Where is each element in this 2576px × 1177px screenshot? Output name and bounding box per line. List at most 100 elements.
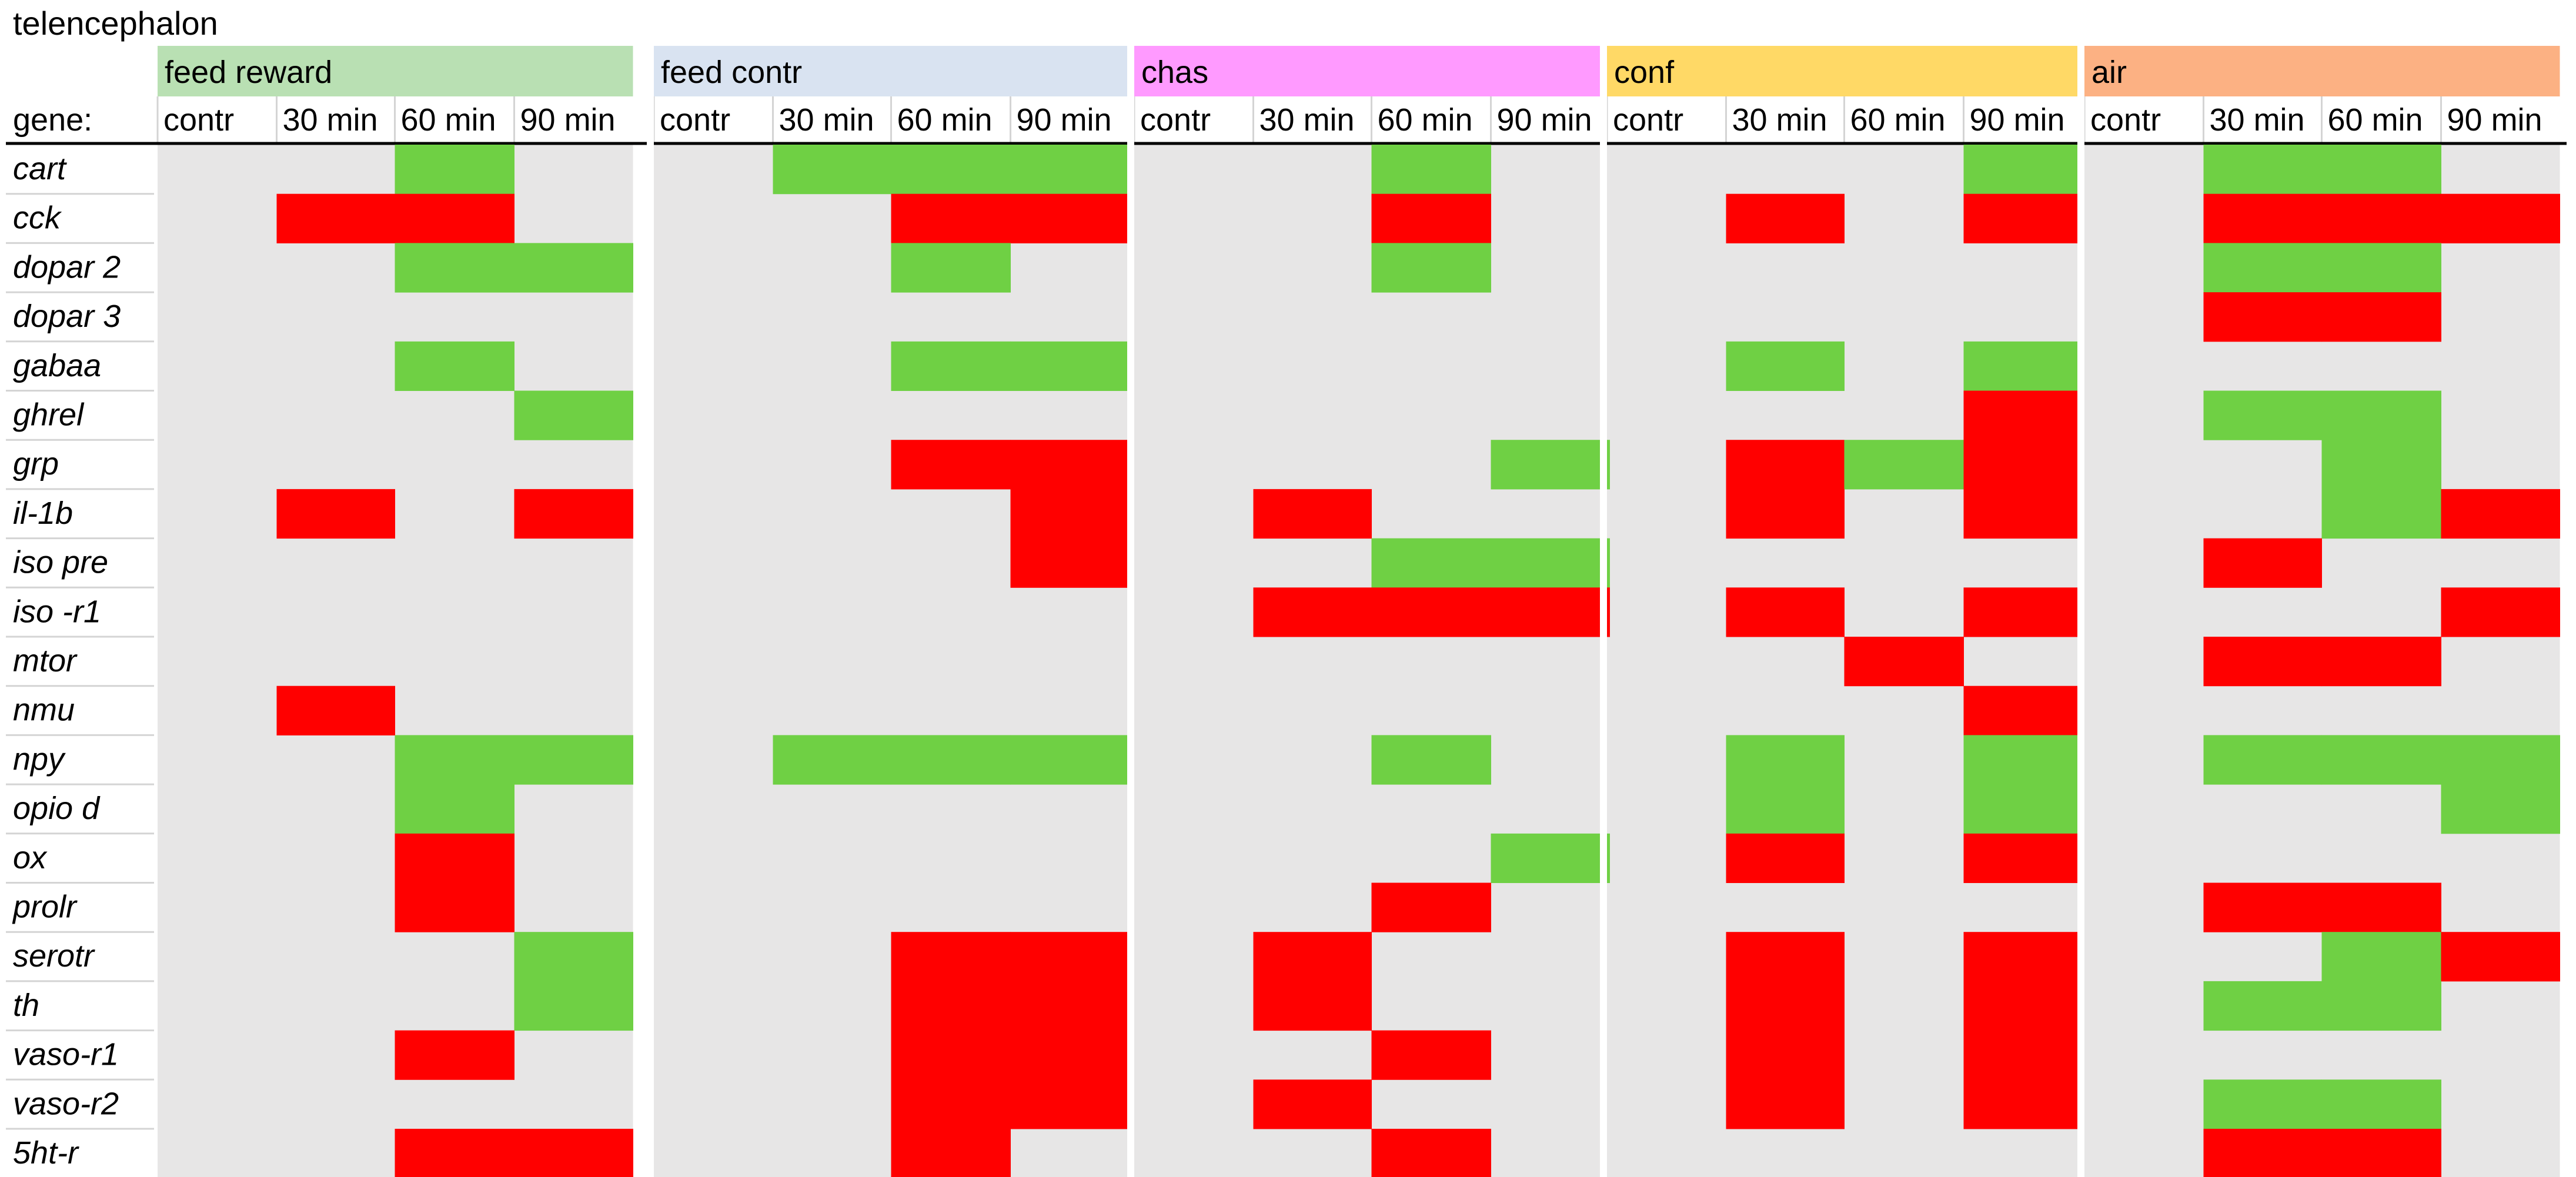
heatmap-cell	[2321, 243, 2441, 293]
column-header: contr	[1613, 102, 1683, 138]
heatmap-cell	[891, 1129, 1011, 1177]
heatmap-cell	[891, 1030, 1011, 1080]
row-label: cck	[13, 200, 62, 236]
heatmap-cell	[773, 145, 891, 195]
heatmap-cell	[1253, 1079, 1372, 1129]
group-band	[158, 46, 633, 96]
heatmap-cell	[514, 489, 633, 539]
heatmap-cell	[891, 1079, 1011, 1129]
row-label: il-1b	[13, 496, 73, 531]
row-label: npy	[13, 741, 66, 777]
heatmap-cell	[2321, 981, 2441, 1031]
row-label: prolr	[12, 890, 78, 925]
column-header: 30 min	[1259, 102, 1355, 138]
heatmap-cell	[2441, 784, 2560, 834]
heatmap-cell	[1963, 145, 2083, 195]
heatmap-cell	[395, 882, 514, 932]
heatmap-cell	[2321, 440, 2441, 490]
heatmap-cell	[1963, 686, 2083, 735]
heatmap-cell	[1371, 882, 1491, 932]
heatmap-cell	[2321, 292, 2441, 342]
heatmap-cell	[1963, 784, 2083, 834]
heatmap-cell	[514, 735, 633, 785]
heatmap-cell	[891, 341, 1011, 391]
heatmap-cell	[2203, 292, 2322, 342]
heatmap-cell	[2321, 489, 2441, 539]
heatmap-cell	[2203, 735, 2322, 785]
column-header: 30 min	[779, 102, 874, 138]
heatmap-cell	[1371, 145, 1491, 195]
row-label: mtor	[13, 643, 78, 678]
heatmap-cell	[1726, 784, 1845, 834]
heatmap-cell	[2321, 882, 2441, 932]
heatmap-cell	[395, 833, 514, 883]
heatmap-cell	[1963, 1030, 2083, 1080]
heatmap-cell	[1963, 193, 2083, 243]
heatmap-cell	[1010, 932, 1130, 982]
group-label: air	[2091, 55, 2127, 90]
heatmap-cell	[1726, 833, 1845, 883]
heatmap-cell	[891, 981, 1011, 1031]
row-label: serotr	[13, 938, 95, 974]
heatmap-cell	[2321, 193, 2441, 243]
heatmap-cell	[1010, 193, 1130, 243]
chart-title: telencephalon	[13, 5, 218, 42]
heatmap-cell	[276, 489, 395, 539]
group-background	[1134, 145, 1610, 1177]
heatmap-cell	[2203, 637, 2322, 687]
column-header: contr	[163, 102, 234, 138]
heatmap-cell	[1371, 1129, 1491, 1177]
heatmap-cell	[891, 243, 1011, 293]
heatmap-cell	[1726, 489, 1845, 539]
heatmap-cell	[514, 390, 633, 440]
heatmap-cell	[514, 981, 633, 1031]
heatmap-cell	[2203, 1079, 2322, 1129]
heatmap-cell	[2441, 193, 2560, 243]
heatmap-cell	[891, 735, 1011, 785]
group-gap	[1600, 46, 1607, 1177]
heatmap-cell	[395, 243, 514, 293]
heatmap-cell	[276, 686, 395, 735]
heatmap-cell	[2203, 538, 2322, 588]
heatmap-cell	[1844, 440, 1964, 490]
heatmap-cell	[1726, 440, 1845, 490]
row-label: vaso-r2	[13, 1086, 119, 1121]
heatmap-cell	[1963, 489, 2083, 539]
heatmap-cell	[2321, 145, 2441, 195]
heatmap-cell	[1726, 1079, 1845, 1129]
group-band	[2084, 46, 2560, 96]
row-label: grp	[13, 446, 59, 482]
heatmap-cell	[2441, 932, 2560, 982]
heatmap-cell	[1371, 193, 1491, 243]
column-header: 60 min	[1378, 102, 1473, 138]
row-label: dopar 3	[13, 299, 121, 334]
group-band	[1607, 46, 2083, 96]
column-header: 60 min	[2328, 102, 2423, 138]
heatmap-cell	[395, 145, 514, 195]
heatmap-cell	[1963, 981, 2083, 1031]
group-label: conf	[1614, 55, 1675, 90]
heatmap-cell	[1253, 932, 1372, 982]
heatmap-cell	[1963, 390, 2083, 440]
heatmap-cell	[1963, 587, 2083, 637]
heatmap-cell	[1726, 981, 1845, 1031]
heatmap-cell	[2321, 1129, 2441, 1177]
heatmap-cell	[1010, 981, 1130, 1031]
group-label: feed reward	[165, 55, 332, 90]
gene-header: gene:	[13, 102, 92, 138]
heatmap-cell	[2203, 1129, 2322, 1177]
heatmap-cell	[514, 1129, 633, 1177]
heatmap-cell	[2321, 637, 2441, 687]
heatmap-cell	[1010, 1079, 1130, 1129]
heatmap-cell	[1010, 735, 1130, 785]
heatmap-cell	[1726, 341, 1845, 391]
column-header: 60 min	[1850, 102, 1946, 138]
heatmap-cell	[276, 193, 395, 243]
heatmap-cell	[1491, 440, 1610, 490]
heatmap-cell	[1371, 538, 1491, 588]
heatmap-cell	[1371, 735, 1491, 785]
heatmap-cell	[1010, 489, 1130, 539]
row-label: vaso-r1	[13, 1037, 119, 1072]
column-header: 90 min	[1017, 102, 1112, 138]
